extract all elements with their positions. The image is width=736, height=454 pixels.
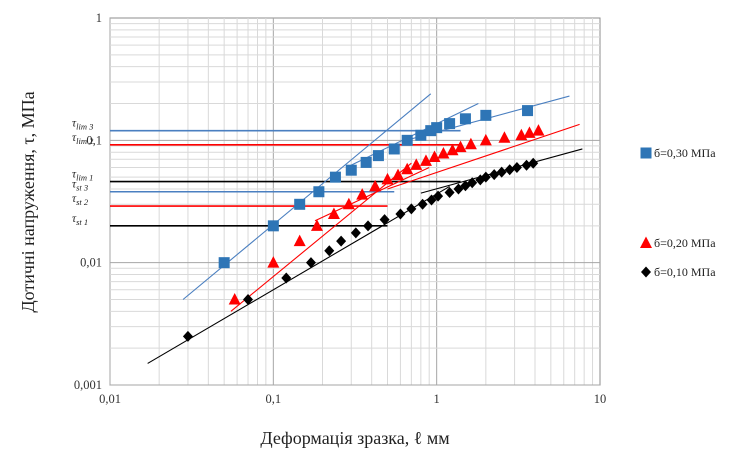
data-point-series-2 bbox=[532, 124, 545, 136]
data-point-series-1 bbox=[522, 105, 534, 117]
reference-label: τst 2 bbox=[72, 193, 89, 207]
x-tick-label: 1 bbox=[434, 392, 440, 406]
data-point-series-1 bbox=[360, 156, 372, 168]
reference-label: τst 3 bbox=[72, 179, 88, 193]
data-point-series-3 bbox=[504, 164, 515, 176]
y-tick-label: 0,1 bbox=[86, 133, 102, 147]
reference-label: τlim 1 bbox=[72, 169, 93, 183]
data-point-series-2 bbox=[479, 133, 492, 146]
reference-lines bbox=[110, 129, 461, 227]
data-point-series-3 bbox=[433, 190, 444, 202]
y-tick-label: 1 bbox=[96, 11, 102, 25]
legend-marker bbox=[640, 236, 652, 248]
reference-label: τlim 3 bbox=[72, 118, 93, 132]
data-point-series-1 bbox=[459, 113, 471, 125]
legend-marker bbox=[641, 266, 651, 278]
data-point-series-1 bbox=[415, 129, 427, 141]
data-point-series-2 bbox=[464, 137, 477, 150]
data-point-series-2 bbox=[498, 131, 511, 143]
data-point-series-3 bbox=[444, 186, 455, 198]
y-axis-title: Дотичні напруження, τ, МПа bbox=[18, 91, 38, 312]
data-point-series-2 bbox=[401, 162, 414, 175]
data-point-series-3 bbox=[406, 203, 417, 215]
data-point-series-3 bbox=[182, 330, 193, 342]
data-point-series-2 bbox=[454, 140, 467, 153]
data-point-series-3 bbox=[336, 235, 347, 247]
data-point-series-1 bbox=[218, 257, 230, 269]
data-point-series-3 bbox=[480, 171, 491, 183]
trendline bbox=[230, 162, 412, 312]
data-point-series-2 bbox=[381, 172, 394, 185]
data-point-series-3 bbox=[243, 293, 254, 305]
data-point-series-3 bbox=[489, 169, 500, 181]
y-tick-label: 0,001 bbox=[74, 378, 102, 392]
data-point-series-3 bbox=[324, 245, 335, 257]
data-point-series-2 bbox=[369, 179, 382, 192]
plot-area bbox=[109, 17, 601, 386]
data-point-series-3 bbox=[528, 157, 539, 169]
data-point-series-3 bbox=[467, 177, 478, 189]
data-point-series-1 bbox=[425, 125, 437, 137]
data-point-series-2 bbox=[428, 150, 441, 163]
data-point-series-1 bbox=[313, 186, 325, 198]
legend: б=0,30 МПа б=0,20 МПа б=0,10 МПа bbox=[640, 146, 716, 279]
data-point-series-1 bbox=[480, 109, 492, 121]
legend-label: б=0,20 МПа bbox=[654, 236, 716, 250]
data-point-series-2 bbox=[267, 256, 280, 268]
data-point-series-2 bbox=[437, 147, 450, 159]
data-markers bbox=[182, 105, 545, 342]
data-point-series-2 bbox=[342, 197, 355, 210]
data-point-series-2 bbox=[356, 188, 369, 200]
data-point-series-2 bbox=[310, 219, 323, 231]
data-point-series-1 bbox=[444, 118, 456, 130]
data-point-series-1 bbox=[372, 150, 384, 162]
data-point-series-2 bbox=[327, 207, 340, 219]
data-point-series-1 bbox=[401, 134, 413, 146]
data-point-series-3 bbox=[363, 220, 374, 232]
x-axis-title: Деформація зразка, ℓ мм bbox=[260, 428, 449, 448]
data-point-series-1 bbox=[431, 122, 443, 134]
data-point-series-2 bbox=[446, 143, 459, 156]
data-point-series-3 bbox=[281, 272, 292, 284]
data-point-series-1 bbox=[267, 220, 279, 232]
data-point-series-3 bbox=[496, 166, 507, 178]
data-point-series-3 bbox=[426, 194, 437, 206]
grid bbox=[109, 18, 600, 386]
data-point-series-1 bbox=[388, 143, 400, 155]
data-point-series-2 bbox=[523, 126, 536, 138]
data-point-series-2 bbox=[293, 234, 306, 247]
y-tick-label: 0,01 bbox=[80, 256, 102, 270]
reference-label: τlim 2 bbox=[72, 132, 94, 146]
legend-label: б=0,30 МПа bbox=[654, 146, 716, 160]
data-point-series-2 bbox=[228, 292, 241, 305]
data-point-series-1 bbox=[329, 171, 341, 183]
x-tick-label: 10 bbox=[594, 392, 607, 406]
data-point-series-3 bbox=[350, 227, 361, 239]
data-point-series-3 bbox=[379, 214, 390, 226]
data-point-series-3 bbox=[395, 208, 406, 220]
data-point-series-3 bbox=[511, 161, 522, 173]
legend-marker bbox=[640, 147, 652, 159]
trendline bbox=[387, 123, 580, 190]
data-point-series-1 bbox=[294, 198, 306, 210]
x-tick-label: 0,1 bbox=[266, 392, 282, 406]
legend-label: б=0,10 МПа bbox=[654, 265, 716, 279]
data-point-series-2 bbox=[392, 168, 405, 181]
data-point-series-3 bbox=[305, 257, 316, 269]
x-tick-label: 0,01 bbox=[99, 392, 121, 406]
reference-label: τst 1 bbox=[72, 213, 88, 227]
data-point-series-1 bbox=[345, 164, 357, 176]
data-point-series-3 bbox=[417, 198, 428, 210]
data-point-series-2 bbox=[410, 158, 423, 170]
data-point-series-2 bbox=[419, 154, 432, 166]
